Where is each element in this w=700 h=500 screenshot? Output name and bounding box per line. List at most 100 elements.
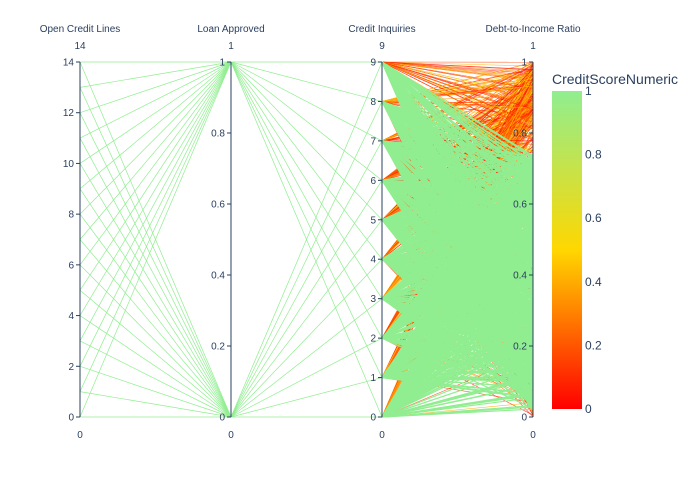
data-line bbox=[79, 61, 232, 266]
data-line bbox=[381, 61, 534, 67]
data-line bbox=[381, 219, 534, 305]
data-line bbox=[79, 137, 232, 418]
data-line bbox=[381, 280, 534, 418]
data-line bbox=[381, 397, 534, 418]
axis-range-top: 14 bbox=[74, 41, 86, 52]
data-line bbox=[381, 241, 534, 379]
data-line bbox=[79, 365, 232, 418]
data-line bbox=[381, 61, 534, 215]
tick-label: 0 bbox=[370, 413, 376, 424]
tick-label: 8 bbox=[68, 210, 74, 221]
data-line bbox=[79, 61, 232, 88]
data-line bbox=[381, 61, 534, 70]
data-line bbox=[79, 61, 232, 114]
data-line bbox=[381, 210, 534, 418]
data-line bbox=[381, 140, 534, 263]
data-line bbox=[381, 101, 534, 385]
data-line bbox=[79, 61, 232, 190]
tick-label: 3 bbox=[370, 294, 376, 305]
data-line bbox=[381, 187, 534, 221]
tick-label: 2 bbox=[370, 334, 376, 345]
axis-3[interactable]: Debt-to-Income Ratio 1 00 0.2 0.4 0.6 0.8 1 bbox=[485, 24, 580, 441]
data-line bbox=[381, 180, 534, 410]
data-line bbox=[79, 61, 232, 291]
data-line bbox=[230, 377, 383, 418]
data-line bbox=[381, 192, 534, 339]
data-line bbox=[79, 61, 232, 164]
data-line bbox=[381, 61, 534, 100]
axis-1[interactable]: Loan Approved 1 00 0.2 0.4 0.6 0.8 1 bbox=[197, 24, 264, 441]
data-line bbox=[381, 227, 534, 418]
tick-label: 4 bbox=[68, 311, 74, 322]
data-line bbox=[79, 112, 232, 418]
data-line bbox=[79, 61, 232, 392]
data-line bbox=[230, 61, 383, 142]
data-line bbox=[381, 306, 534, 379]
data-line bbox=[381, 179, 534, 248]
data-line bbox=[230, 61, 383, 418]
axis-title: Open Credit Lines bbox=[40, 24, 121, 35]
data-line bbox=[230, 61, 383, 181]
data-line bbox=[381, 100, 534, 168]
tick-label: 10 bbox=[63, 159, 75, 170]
axis-range-bottom: 0 bbox=[228, 430, 234, 441]
data-line bbox=[381, 140, 534, 162]
data-line bbox=[381, 140, 534, 168]
data-line bbox=[381, 269, 534, 300]
axis-2[interactable]: Credit Inquiries 9 00 1 2 3 4 5 6 7 8 9 bbox=[348, 24, 415, 441]
axis-0[interactable]: Open Credit Lines 14 00 2 4 6 8 10 12 14 bbox=[40, 24, 121, 441]
data-line bbox=[79, 315, 232, 418]
data-line bbox=[381, 219, 534, 382]
data-line bbox=[381, 219, 534, 369]
data-line bbox=[79, 87, 232, 418]
data-line bbox=[381, 61, 534, 256]
colorbar-gradient bbox=[552, 91, 582, 409]
data-line bbox=[79, 289, 232, 418]
data-lines bbox=[79, 61, 534, 418]
data-line bbox=[381, 360, 534, 379]
data-line bbox=[381, 337, 534, 377]
tick-label: 0.8 bbox=[513, 129, 527, 140]
data-line bbox=[230, 61, 383, 102]
data-line bbox=[79, 61, 232, 367]
axis-range-bottom: 0 bbox=[379, 430, 385, 441]
data-line bbox=[79, 61, 232, 418]
colorbar-tick-label: 0.4 bbox=[585, 275, 602, 289]
tick-label: 0.4 bbox=[513, 271, 527, 282]
data-line bbox=[381, 173, 534, 300]
colorbar: CreditScoreNumeric 0 0.2 0.4 0.6 0.8 1 bbox=[552, 71, 678, 416]
data-line bbox=[381, 219, 534, 272]
tick-label: 6 bbox=[68, 260, 74, 271]
axis-range-bottom: 0 bbox=[530, 430, 536, 441]
data-line bbox=[381, 140, 534, 279]
data-line bbox=[230, 140, 383, 418]
data-line bbox=[381, 61, 534, 157]
data-line bbox=[381, 61, 534, 203]
data-line bbox=[381, 274, 534, 300]
data-line bbox=[381, 405, 534, 418]
data-line bbox=[381, 348, 534, 379]
axis-title: Loan Approved bbox=[197, 24, 264, 35]
axis-title: Debt-to-Income Ratio bbox=[485, 24, 580, 35]
data-line bbox=[79, 61, 232, 215]
data-line bbox=[381, 61, 534, 182]
data-line bbox=[381, 298, 534, 361]
data-line bbox=[381, 254, 534, 339]
data-line bbox=[381, 375, 534, 418]
high-score-lines bbox=[79, 61, 534, 418]
data-line bbox=[79, 61, 232, 139]
data-line bbox=[381, 61, 534, 244]
tick-label: 2 bbox=[68, 362, 74, 373]
data-line bbox=[79, 61, 232, 316]
tick-label: 1 bbox=[521, 58, 527, 69]
data-line bbox=[79, 391, 232, 418]
data-line bbox=[79, 213, 232, 418]
data-line bbox=[381, 61, 534, 106]
data-line bbox=[381, 61, 534, 110]
colorbar-tick-label: 0 bbox=[585, 402, 592, 416]
tick-label: 0 bbox=[219, 413, 225, 424]
data-line bbox=[79, 340, 232, 418]
data-line bbox=[381, 100, 534, 179]
data-line bbox=[381, 61, 534, 369]
